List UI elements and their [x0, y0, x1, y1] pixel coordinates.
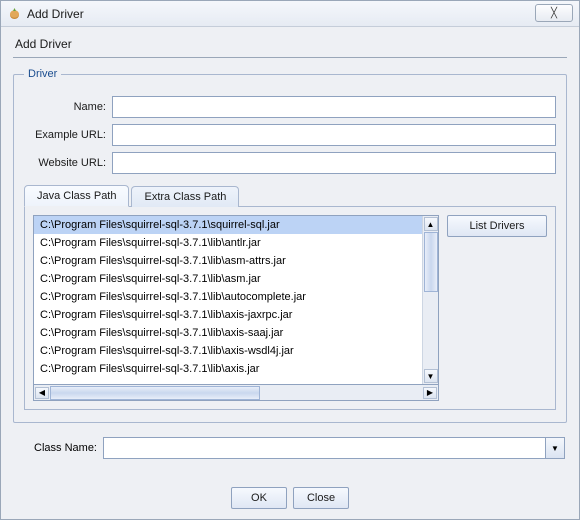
scroll-track[interactable] [424, 232, 438, 368]
list-item[interactable]: C:\Program Files\squirrel-sql-3.7.1\lib\… [34, 360, 422, 378]
h-scroll-track[interactable] [50, 386, 422, 400]
list-item[interactable]: C:\Program Files\squirrel-sql-3.7.1\lib\… [34, 306, 422, 324]
chevron-right-icon: ▶ [427, 388, 433, 397]
tab-label: Java Class Path [37, 190, 116, 202]
name-input[interactable] [112, 96, 556, 118]
website-url-label: Website URL: [24, 157, 112, 169]
tab-java-class-path[interactable]: Java Class Path [24, 185, 129, 207]
tab-extra-class-path[interactable]: Extra Class Path [131, 186, 239, 207]
horizontal-scrollbar[interactable]: ◀ ▶ [33, 385, 439, 401]
scroll-down-button[interactable]: ▼ [424, 369, 438, 383]
list-item[interactable]: C:\Program Files\squirrel-sql-3.7.1\lib\… [34, 270, 422, 288]
tab-panel: C:\Program Files\squirrel-sql-3.7.1\squi… [24, 206, 556, 410]
list-item[interactable]: C:\Program Files\squirrel-sql-3.7.1\squi… [34, 216, 422, 234]
content-area: Add Driver Driver Name: Example URL: Web… [1, 27, 579, 467]
vertical-scrollbar[interactable]: ▲ ▼ [422, 216, 438, 384]
row-name: Name: [24, 96, 556, 118]
row-example-url: Example URL: [24, 124, 556, 146]
driver-fieldset: Driver Name: Example URL: Website URL: J… [13, 68, 567, 423]
website-url-input[interactable] [112, 152, 556, 174]
footer-buttons: OK Close [1, 487, 579, 509]
button-label: List Drivers [469, 220, 524, 232]
chevron-up-icon: ▲ [427, 220, 435, 229]
dialog-window: Add Driver ╳ Add Driver Driver Name: Exa… [0, 0, 580, 520]
app-icon [7, 7, 21, 21]
close-icon: ╳ [551, 8, 557, 19]
tabs: Java Class Path Extra Class Path [24, 184, 556, 206]
list-drivers-button[interactable]: List Drivers [447, 215, 547, 237]
window-title: Add Driver [27, 7, 84, 21]
list-item[interactable]: C:\Program Files\squirrel-sql-3.7.1\lib\… [34, 288, 422, 306]
chevron-down-icon: ▼ [551, 444, 559, 453]
example-url-label: Example URL: [24, 129, 112, 141]
list-item[interactable]: C:\Program Files\squirrel-sql-3.7.1\lib\… [34, 342, 422, 360]
example-url-input[interactable] [112, 124, 556, 146]
page-title: Add Driver [13, 35, 567, 58]
button-label: OK [251, 492, 267, 504]
tab-label: Extra Class Path [144, 191, 226, 203]
window-close-button[interactable]: ╳ [535, 4, 573, 22]
name-label: Name: [24, 101, 112, 113]
row-class-name: Class Name: ▼ [15, 437, 565, 459]
ok-button[interactable]: OK [231, 487, 287, 509]
h-scroll-thumb[interactable] [50, 386, 260, 400]
scroll-left-button[interactable]: ◀ [35, 387, 49, 399]
class-name-label: Class Name: [15, 442, 103, 454]
combobox-dropdown-button[interactable]: ▼ [545, 437, 565, 459]
driver-legend: Driver [24, 68, 61, 80]
close-button[interactable]: Close [293, 487, 349, 509]
side-buttons: List Drivers [447, 215, 547, 401]
scroll-right-button[interactable]: ▶ [423, 387, 437, 399]
list-item[interactable]: C:\Program Files\squirrel-sql-3.7.1\lib\… [34, 324, 422, 342]
class-name-combobox[interactable]: ▼ [103, 437, 565, 459]
button-label: Close [307, 492, 335, 504]
chevron-left-icon: ◀ [39, 388, 45, 397]
class-name-input[interactable] [103, 437, 545, 459]
scroll-thumb[interactable] [424, 232, 438, 292]
chevron-down-icon: ▼ [427, 372, 435, 381]
classpath-listbox[interactable]: C:\Program Files\squirrel-sql-3.7.1\squi… [33, 215, 439, 385]
scroll-up-button[interactable]: ▲ [424, 217, 438, 231]
titlebar: Add Driver ╳ [1, 1, 579, 27]
row-website-url: Website URL: [24, 152, 556, 174]
list-item[interactable]: C:\Program Files\squirrel-sql-3.7.1\lib\… [34, 252, 422, 270]
list-item[interactable]: C:\Program Files\squirrel-sql-3.7.1\lib\… [34, 234, 422, 252]
